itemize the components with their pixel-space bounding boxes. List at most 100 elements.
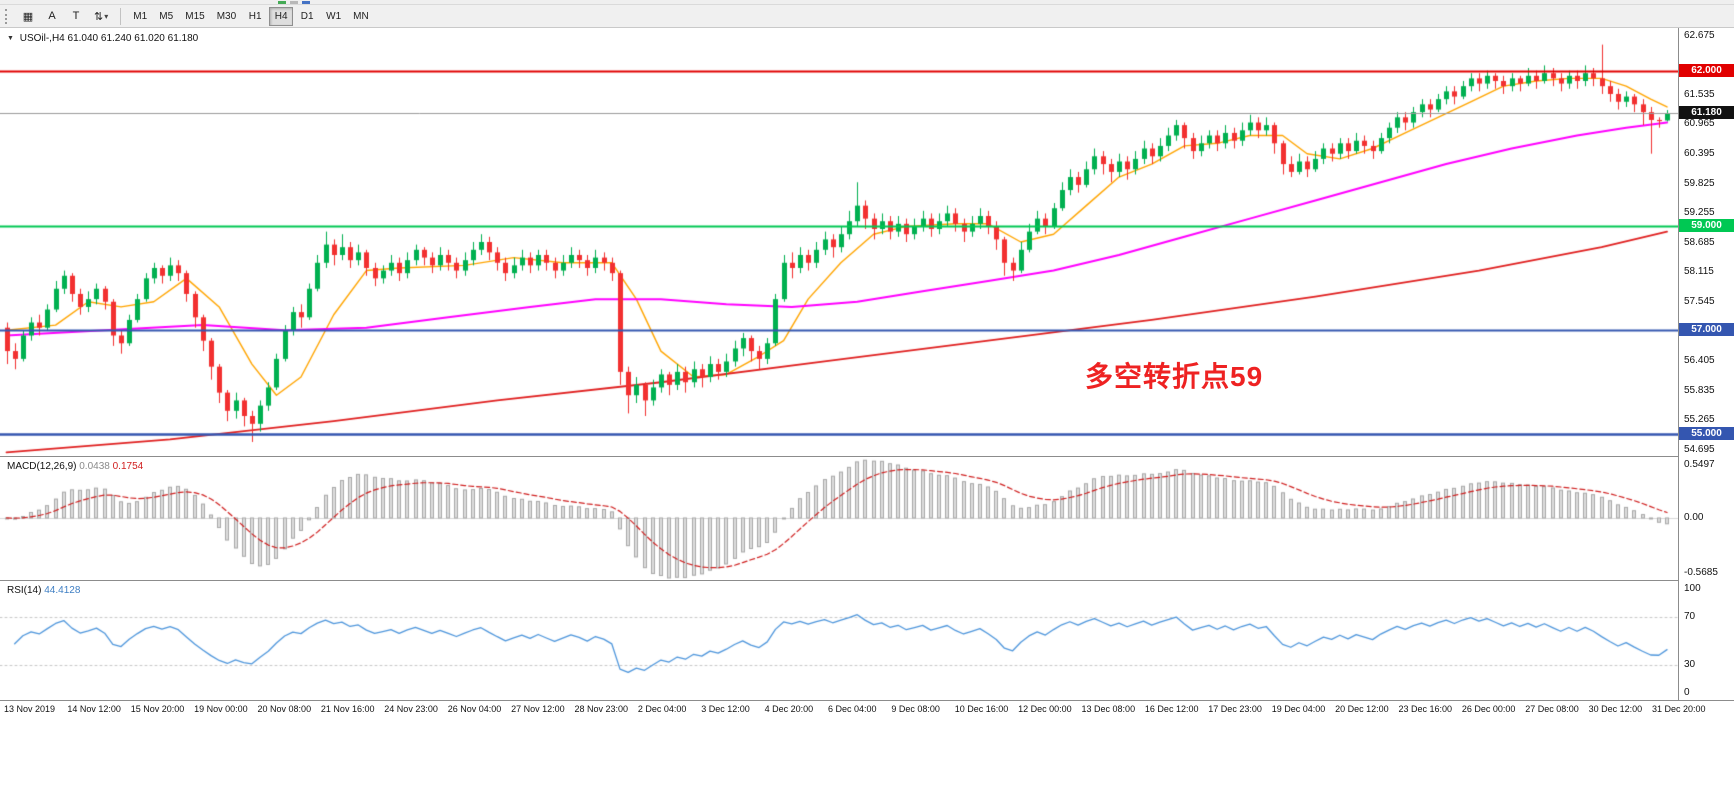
time-tick-label: 19 Nov 00:00 — [194, 704, 248, 714]
macd-value: 0.0438 — [79, 461, 110, 472]
chart-title: ▼ USOil-,H4 61.040 61.240 61.020 61.180 — [7, 33, 198, 44]
clipped-toolbar-row — [0, 0, 1734, 5]
rsi-value: 44.4128 — [44, 585, 81, 596]
scale-tick-label: 54.695 — [1684, 444, 1715, 456]
time-tick-label: 3 Dec 12:00 — [701, 704, 750, 714]
text-label-tool-button[interactable]: T — [65, 7, 87, 26]
time-tick-label: 26 Dec 00:00 — [1461, 704, 1516, 714]
chart-annotation-text[interactable]: 多空转折点59 — [1085, 361, 1264, 392]
time-tick-label: 30 Dec 12:00 — [1588, 704, 1643, 714]
rsi-label: RSI(14) 44.4128 — [7, 585, 80, 596]
time-tick-label: 2 Dec 04:00 — [637, 704, 687, 714]
time-tick-label: 12 Dec 00:00 — [1018, 704, 1072, 714]
scale-tick-label: 55.265 — [1684, 414, 1715, 426]
time-tick-label: 16 Dec 12:00 — [1144, 704, 1199, 714]
scale-tick-label: 57.545 — [1684, 295, 1715, 307]
time-tick-label: 31 Dec 20:00 — [1652, 704, 1706, 714]
dropdown-caret-icon: ▾ — [104, 11, 109, 21]
scale-tick-label: 100 — [1684, 583, 1701, 594]
time-tick-label: 24 Nov 23:00 — [384, 704, 438, 714]
scale-tick-label: 70 — [1684, 611, 1696, 623]
scale-tick-label: 61.535 — [1684, 88, 1715, 100]
ohlc-low: 61.020 — [134, 33, 165, 44]
grid-icon: ▦ — [22, 10, 34, 23]
timeframe-button-m15[interactable]: M15 — [180, 7, 209, 26]
time-tick-label: 27 Dec 08:00 — [1525, 704, 1579, 714]
time-tick-label: 20 Nov 08:00 — [257, 704, 312, 714]
macd-name: MACD(12,26,9) — [7, 461, 77, 472]
price-tag: 62.000 — [1679, 63, 1734, 77]
price-tag: 59.000 — [1679, 219, 1734, 233]
time-tick-label: 19 Dec 04:00 — [1271, 704, 1326, 714]
letter-t-icon: T — [72, 10, 80, 22]
clipped-icon — [290, 1, 298, 4]
time-tick-label: 21 Nov 16:00 — [320, 704, 375, 714]
price-scale[interactable]: 62.675 61.535 60.965 60.395 59.825 59.255 58.6… — [1678, 28, 1734, 700]
timeframe-button-m30[interactable]: M30 — [212, 7, 241, 26]
timeframe-button-h1[interactable]: H1 — [243, 7, 267, 26]
text-annotation-tool-button[interactable]: A — [41, 7, 63, 26]
scale-tick-label: 55.835 — [1684, 384, 1715, 396]
time-tick-label: 10 Dec 16:00 — [954, 704, 1009, 714]
time-tick-label: 17 Dec 23:00 — [1208, 704, 1262, 714]
time-tick-label: 27 Nov 12:00 — [511, 704, 565, 714]
time-tick-label: 15 Nov 20:00 — [130, 704, 185, 714]
timeframe-button-m1[interactable]: M1 — [128, 7, 152, 26]
timeframe-button-d1[interactable]: D1 — [295, 7, 319, 26]
macd-label: MACD(12,26,9) 0.0438 0.1754 — [7, 461, 143, 472]
updown-arrows-icon: ⇅ — [94, 10, 104, 23]
timeframe-button-w1[interactable]: W1 — [321, 7, 346, 26]
time-tick-label: 20 Dec 12:00 — [1335, 704, 1389, 714]
timeframe-button-m5[interactable]: M5 — [154, 7, 178, 26]
price-tag: 55.000 — [1679, 427, 1734, 441]
price-chart-canvas[interactable] — [0, 28, 1678, 700]
time-tick-label: 26 Nov 04:00 — [447, 704, 502, 714]
scale-tick-label: -0.5685 — [1684, 567, 1718, 578]
time-tick-label: 14 Nov 12:00 — [67, 704, 121, 714]
pane-separator-rsi[interactable] — [0, 580, 1734, 581]
clipped-icon — [278, 1, 286, 4]
timeframe-toolbar: M1 M5 M15 M30 H1 H4 D1 W1 MN — [128, 6, 374, 26]
ohlc-high: 61.240 — [100, 33, 132, 44]
pane-separator-macd[interactable] — [0, 456, 1734, 457]
time-tick-label: 9 Dec 08:00 — [891, 704, 940, 714]
lower-blank-area — [0, 719, 1734, 794]
letter-a-icon: A — [48, 10, 56, 22]
timeframe-button-mn[interactable]: MN — [348, 7, 374, 26]
time-tick-label: 13 Dec 08:00 — [1081, 704, 1136, 714]
scale-tick-label: 59.825 — [1684, 177, 1715, 189]
time-scale[interactable]: 13 Nov 2019 14 Nov 12:00 15 Nov 20:00 19 No… — [0, 700, 1734, 718]
scale-tick-label: 56.405 — [1684, 355, 1715, 367]
time-tick-label: 6 Dec 04:00 — [828, 704, 877, 714]
symbol-timeframe-label: USOil-,H4 — [19, 33, 65, 44]
scale-tick-label: 0 — [1684, 687, 1690, 698]
chart-marker-icon: ▼ — [7, 35, 14, 42]
clipped-icon — [302, 1, 310, 4]
scale-tick-label: 59.255 — [1684, 207, 1715, 219]
scale-tick-label: 58.115 — [1684, 266, 1714, 278]
scale-tick-label: 60.965 — [1684, 118, 1715, 130]
ohlc-close: 61.180 — [167, 33, 199, 44]
time-tick-label: 13 Nov 2019 — [4, 704, 56, 714]
price-tag: 57.000 — [1679, 323, 1734, 337]
macd-signal-value: 0.1754 — [112, 461, 144, 472]
price-tag: 61.180 — [1679, 106, 1734, 120]
toolbar-separator — [120, 7, 122, 25]
time-tick-label: 28 Nov 23:00 — [574, 704, 628, 714]
toolbar-grip[interactable] — [5, 8, 11, 24]
time-tick-label: 23 Dec 16:00 — [1398, 704, 1452, 714]
chart-toolbar: ▦ A T ⇅ ▾ M1 M5 M15 M30 H1 H4 D1 W1 MN — [0, 5, 1734, 28]
scale-tick-label: 58.685 — [1684, 236, 1715, 248]
scale-tick-label: 0.5497 — [1684, 459, 1715, 470]
scale-tick-label: 30 — [1684, 658, 1696, 670]
chart-grid-tool-button[interactable]: ▦ — [17, 7, 39, 26]
rsi-name: RSI(14) — [7, 585, 42, 596]
scale-tick-label: 60.395 — [1684, 147, 1715, 159]
timeframe-button-h4[interactable]: H4 — [269, 6, 294, 26]
time-tick-label: 4 Dec 20:00 — [764, 704, 814, 714]
scale-tool-button[interactable]: ⇅ ▾ — [89, 7, 113, 26]
scale-tick-label: 0.00 — [1684, 511, 1704, 523]
scale-tick-label: 62.675 — [1684, 29, 1715, 41]
ohlc-open: 61.040 — [67, 33, 99, 44]
